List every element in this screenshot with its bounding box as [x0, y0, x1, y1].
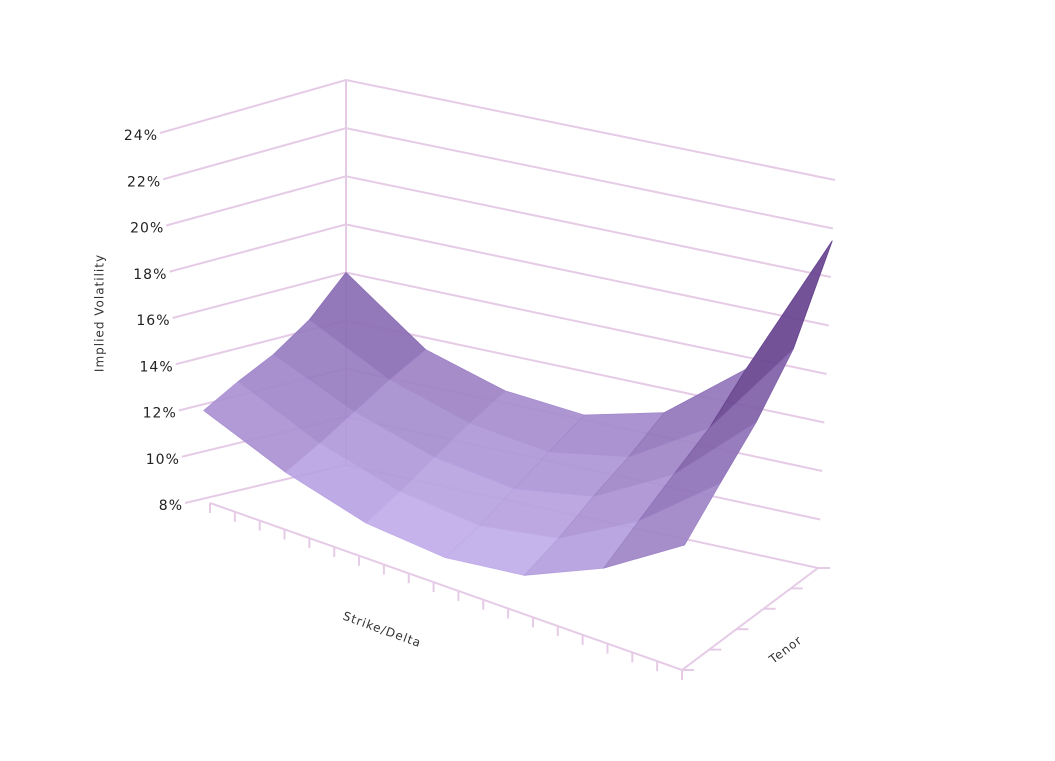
grid-line	[169, 223, 829, 327]
grid-line	[162, 127, 834, 230]
z-tick-label: 22%	[127, 174, 161, 190]
z-tick-label: 10%	[146, 452, 180, 468]
z-tick-label: 12%	[143, 406, 177, 422]
z-tick-label: 14%	[140, 359, 174, 375]
z-tick-label: 20%	[130, 221, 164, 237]
y-axis-title: Tenor	[766, 633, 805, 667]
z-tick-label: 18%	[133, 267, 167, 283]
z-tick-label: 8%	[159, 498, 183, 514]
surface-patch	[709, 240, 833, 428]
z-tick-label: 24%	[124, 128, 158, 144]
surface-patch	[602, 482, 722, 569]
z-axis-title: Implied Volatility	[93, 254, 107, 372]
z-tick-label: 16%	[136, 313, 170, 329]
x-axis-title: Strike/Delta	[341, 609, 423, 650]
grid-line	[159, 78, 836, 181]
grid-line	[165, 175, 831, 278]
